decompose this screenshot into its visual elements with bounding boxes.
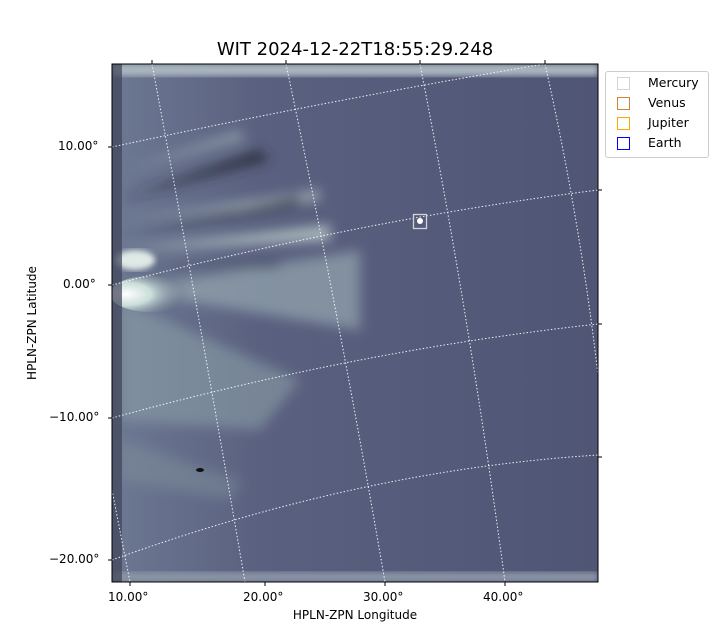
legend-swatch [617, 97, 630, 110]
legend-swatch [617, 117, 630, 130]
legend-label: Venus [648, 95, 686, 110]
y-axis-label: HPLN-ZPN Latitude [25, 266, 39, 380]
x-tick-label: 40.00° [483, 590, 524, 604]
x-tick-label: 30.00° [363, 590, 404, 604]
x-axis-label: HPLN-ZPN Longitude [292, 608, 418, 622]
y-tick-label: 10.00° [58, 139, 99, 153]
x-tick-label: 10.00° [108, 590, 149, 604]
x-tick-label: 20.00° [243, 590, 284, 604]
legend: Mercury Venus Jupiter Earth [605, 71, 709, 158]
legend-label: Earth [648, 135, 682, 150]
legend-swatch [617, 77, 630, 90]
chart-title: WIT 2024-12-22T18:55:29.248 [216, 39, 494, 60]
y-tick-label: −20.00° [49, 552, 100, 566]
y-tick-label: −10.00° [49, 410, 100, 424]
legend-swatch [617, 137, 630, 150]
y-tick-label: 0.00° [63, 277, 96, 291]
mercury-marker [412, 213, 428, 230]
legend-label: Mercury [648, 75, 699, 90]
legend-label: Jupiter [648, 115, 689, 130]
